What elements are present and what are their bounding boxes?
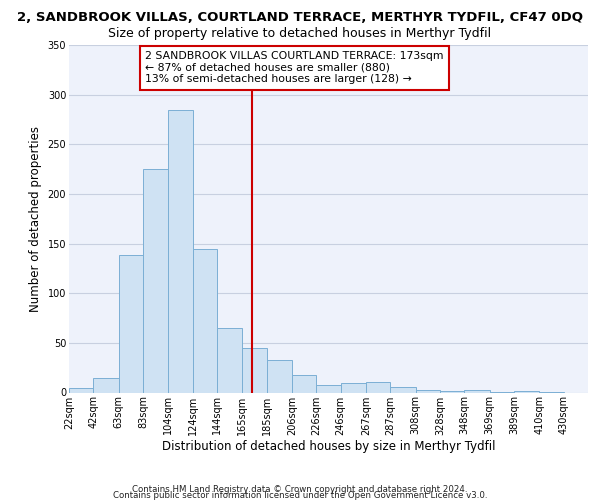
- Text: 2 SANDBROOK VILLAS COURTLAND TERRACE: 173sqm
← 87% of detached houses are smalle: 2 SANDBROOK VILLAS COURTLAND TERRACE: 17…: [145, 51, 444, 84]
- Bar: [217, 328, 242, 392]
- Bar: [169, 110, 193, 393]
- Text: Contains HM Land Registry data © Crown copyright and database right 2024.: Contains HM Land Registry data © Crown c…: [132, 484, 468, 494]
- Bar: [242, 348, 266, 393]
- Bar: [391, 386, 416, 392]
- Bar: [416, 390, 440, 392]
- Text: Size of property relative to detached houses in Merthyr Tydfil: Size of property relative to detached ho…: [109, 28, 491, 40]
- Text: 2, SANDBROOK VILLAS, COURTLAND TERRACE, MERTHYR TYDFIL, CF47 0DQ: 2, SANDBROOK VILLAS, COURTLAND TERRACE, …: [17, 11, 583, 24]
- Bar: [440, 390, 464, 392]
- Bar: [464, 390, 490, 392]
- Bar: [143, 169, 169, 392]
- Bar: [316, 384, 341, 392]
- Bar: [266, 360, 292, 392]
- X-axis label: Distribution of detached houses by size in Merthyr Tydfil: Distribution of detached houses by size …: [162, 440, 495, 453]
- Y-axis label: Number of detached properties: Number of detached properties: [29, 126, 42, 312]
- Bar: [119, 256, 143, 392]
- Bar: [193, 248, 217, 392]
- Bar: [341, 382, 366, 392]
- Bar: [292, 374, 316, 392]
- Bar: [93, 378, 119, 392]
- Text: Contains public sector information licensed under the Open Government Licence v3: Contains public sector information licen…: [113, 491, 487, 500]
- Bar: [69, 388, 93, 392]
- Bar: [366, 382, 391, 392]
- Bar: [514, 390, 539, 392]
